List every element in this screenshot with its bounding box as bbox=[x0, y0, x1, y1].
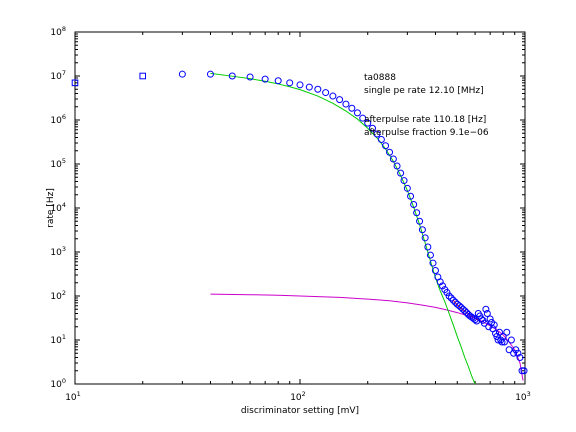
circle-point bbox=[447, 294, 455, 302]
circle-point bbox=[445, 292, 453, 300]
y-tick-label: 108 bbox=[50, 25, 66, 38]
circle-point bbox=[314, 85, 322, 93]
square-point bbox=[139, 72, 147, 80]
circle-point bbox=[424, 243, 432, 251]
y-tick-label: 101 bbox=[50, 333, 66, 346]
circle-point bbox=[436, 278, 444, 286]
circle-point bbox=[382, 142, 390, 150]
annotation-afterpulse-fraction: afterpulse fraction 9.1e−06 bbox=[364, 128, 489, 138]
circle-point bbox=[397, 169, 405, 177]
square-point bbox=[71, 79, 79, 87]
circle-point bbox=[407, 192, 415, 200]
circle-point bbox=[322, 89, 330, 97]
y-tick-label: 100 bbox=[50, 377, 66, 390]
circle-point bbox=[416, 217, 424, 225]
annotation-afterpulse-rate: afterpulse rate 110.18 [Hz] bbox=[364, 115, 486, 125]
circle-point bbox=[410, 201, 418, 209]
circle-point bbox=[348, 104, 356, 112]
circle-point bbox=[426, 251, 434, 259]
circle-point bbox=[286, 79, 294, 87]
circle-point bbox=[400, 177, 408, 185]
circle-point bbox=[178, 70, 186, 78]
circle-point bbox=[512, 346, 520, 354]
circle-point bbox=[421, 234, 429, 242]
circle-point bbox=[329, 92, 337, 100]
circle-point bbox=[393, 162, 401, 170]
circle-point bbox=[353, 109, 361, 117]
circle-point bbox=[364, 119, 372, 127]
single-pe-fit-curve bbox=[210, 72, 476, 385]
circle-point bbox=[516, 354, 524, 362]
circle-point bbox=[449, 296, 457, 304]
circle-point bbox=[518, 367, 526, 375]
circle-point bbox=[503, 328, 511, 336]
circle-point bbox=[373, 130, 381, 138]
circle-point bbox=[418, 226, 426, 234]
circle-point bbox=[431, 266, 439, 274]
circle-point bbox=[505, 346, 513, 354]
circle-point bbox=[246, 73, 254, 81]
circle-point bbox=[480, 319, 488, 327]
circle-point bbox=[342, 100, 350, 108]
circle-point bbox=[413, 209, 421, 217]
circle-point bbox=[206, 70, 214, 78]
x-tick-label: 103 bbox=[515, 390, 531, 403]
circle-point bbox=[296, 81, 304, 89]
circle-point bbox=[274, 77, 282, 85]
circle-point bbox=[461, 307, 469, 315]
circle-point bbox=[359, 114, 367, 122]
circle-point bbox=[495, 328, 503, 336]
x-tick-label: 101 bbox=[65, 390, 81, 403]
axis-ticks bbox=[74, 32, 525, 385]
circle-point bbox=[228, 72, 236, 80]
circle-point bbox=[490, 321, 498, 329]
circle-point bbox=[494, 336, 502, 344]
circle-point bbox=[439, 282, 447, 290]
circle-point bbox=[451, 298, 459, 306]
x-axis-label: discriminator setting [mV] bbox=[241, 406, 359, 416]
circle-point bbox=[514, 349, 522, 357]
data-points bbox=[71, 70, 528, 375]
y-tick-label: 102 bbox=[50, 289, 66, 302]
circle-point bbox=[336, 96, 344, 104]
circle-point bbox=[403, 184, 411, 192]
circle-point bbox=[507, 336, 515, 344]
plot-frame bbox=[74, 31, 526, 385]
annotation-run-id: ta0888 bbox=[364, 73, 396, 83]
circle-point bbox=[455, 302, 463, 310]
circle-point bbox=[443, 289, 451, 297]
circle-point bbox=[486, 315, 494, 323]
y-tick-label: 106 bbox=[50, 113, 66, 126]
circle-point bbox=[463, 309, 471, 317]
afterpulse-fit-curve bbox=[210, 293, 524, 381]
annotation-single-pe-rate: single pe rate 12.10 [MHz] bbox=[364, 86, 484, 96]
x-tick-label: 102 bbox=[290, 390, 306, 403]
circle-point bbox=[500, 338, 508, 346]
circle-point bbox=[483, 310, 491, 318]
circle-point bbox=[305, 83, 313, 91]
circle-point bbox=[482, 305, 490, 313]
circle-point bbox=[389, 155, 397, 163]
circle-point bbox=[261, 75, 269, 83]
circle-point bbox=[368, 124, 376, 132]
circle-point bbox=[377, 136, 385, 144]
y-axis-label: rate [Hz] bbox=[46, 188, 56, 228]
circle-point bbox=[520, 367, 528, 375]
circle-point bbox=[510, 349, 518, 357]
y-tick-label: 103 bbox=[50, 245, 66, 258]
y-tick-label: 107 bbox=[50, 69, 66, 82]
circle-point bbox=[386, 148, 394, 156]
y-tick-label: 104 bbox=[50, 201, 66, 214]
y-tick-label: 105 bbox=[50, 157, 66, 170]
circle-point bbox=[429, 259, 437, 267]
